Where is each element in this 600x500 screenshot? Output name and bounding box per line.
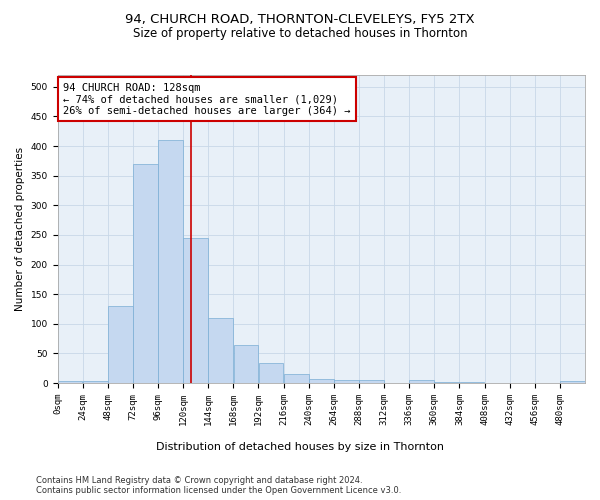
Bar <box>284 374 308 383</box>
Bar <box>108 306 133 383</box>
Bar <box>359 380 384 383</box>
Bar <box>434 382 459 383</box>
Bar <box>183 238 208 383</box>
Bar <box>58 382 82 383</box>
Bar <box>409 380 434 383</box>
Bar <box>560 382 585 383</box>
Bar <box>133 164 158 383</box>
Bar <box>158 140 183 383</box>
Text: Size of property relative to detached houses in Thornton: Size of property relative to detached ho… <box>133 28 467 40</box>
Text: Contains HM Land Registry data © Crown copyright and database right 2024.
Contai: Contains HM Land Registry data © Crown c… <box>36 476 401 495</box>
Bar <box>460 382 484 383</box>
Text: 94, CHURCH ROAD, THORNTON-CLEVELEYS, FY5 2TX: 94, CHURCH ROAD, THORNTON-CLEVELEYS, FY5… <box>125 12 475 26</box>
Text: 94 CHURCH ROAD: 128sqm
← 74% of detached houses are smaller (1,029)
26% of semi-: 94 CHURCH ROAD: 128sqm ← 74% of detached… <box>63 82 350 116</box>
Bar <box>334 380 359 383</box>
Bar <box>309 379 334 383</box>
Bar <box>208 318 233 383</box>
Y-axis label: Number of detached properties: Number of detached properties <box>15 147 25 311</box>
Bar <box>259 364 283 383</box>
Bar <box>83 382 107 383</box>
Bar <box>233 344 259 383</box>
Text: Distribution of detached houses by size in Thornton: Distribution of detached houses by size … <box>156 442 444 452</box>
